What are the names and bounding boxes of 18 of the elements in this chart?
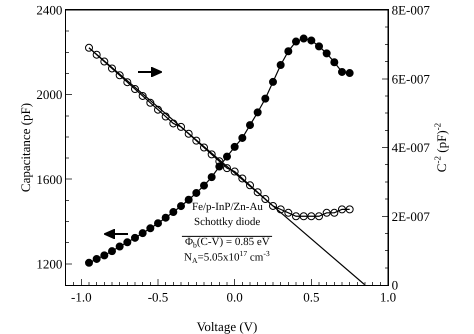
x-tick-label: 0.0: [226, 290, 243, 305]
y-tick-label: 2000: [36, 87, 62, 102]
y2-tick-label: 4E-007: [392, 140, 430, 156]
x-tick-label: 0.5: [303, 290, 320, 305]
annotation: Fe/p-InP/Zn-Au: [192, 201, 264, 213]
y-tick-label: 1200: [36, 256, 62, 272]
annotation: Schottky diode: [194, 216, 260, 228]
y2-tick-label: 8E-007: [392, 2, 430, 18]
y2-tick-label: 2E-007: [392, 208, 430, 224]
y2-tick-label: 6E-007: [392, 71, 430, 86]
annotation: Φ$_{b}$(C-V) = 0.85 eV: [185, 236, 270, 250]
y-tick-label: 2400: [36, 2, 62, 18]
x-tick-label: -0.5: [148, 290, 168, 305]
x-axis-title: Voltage (V): [196, 319, 258, 334]
annotation: N$_{A}$=5.05x10$^{17}$ cm$^{-3}$: [184, 249, 270, 265]
y-axis-title: Capacitance (pF): [18, 102, 33, 192]
y-tick-label: 1600: [36, 172, 62, 187]
x-tick-label: -1.0: [71, 290, 92, 305]
